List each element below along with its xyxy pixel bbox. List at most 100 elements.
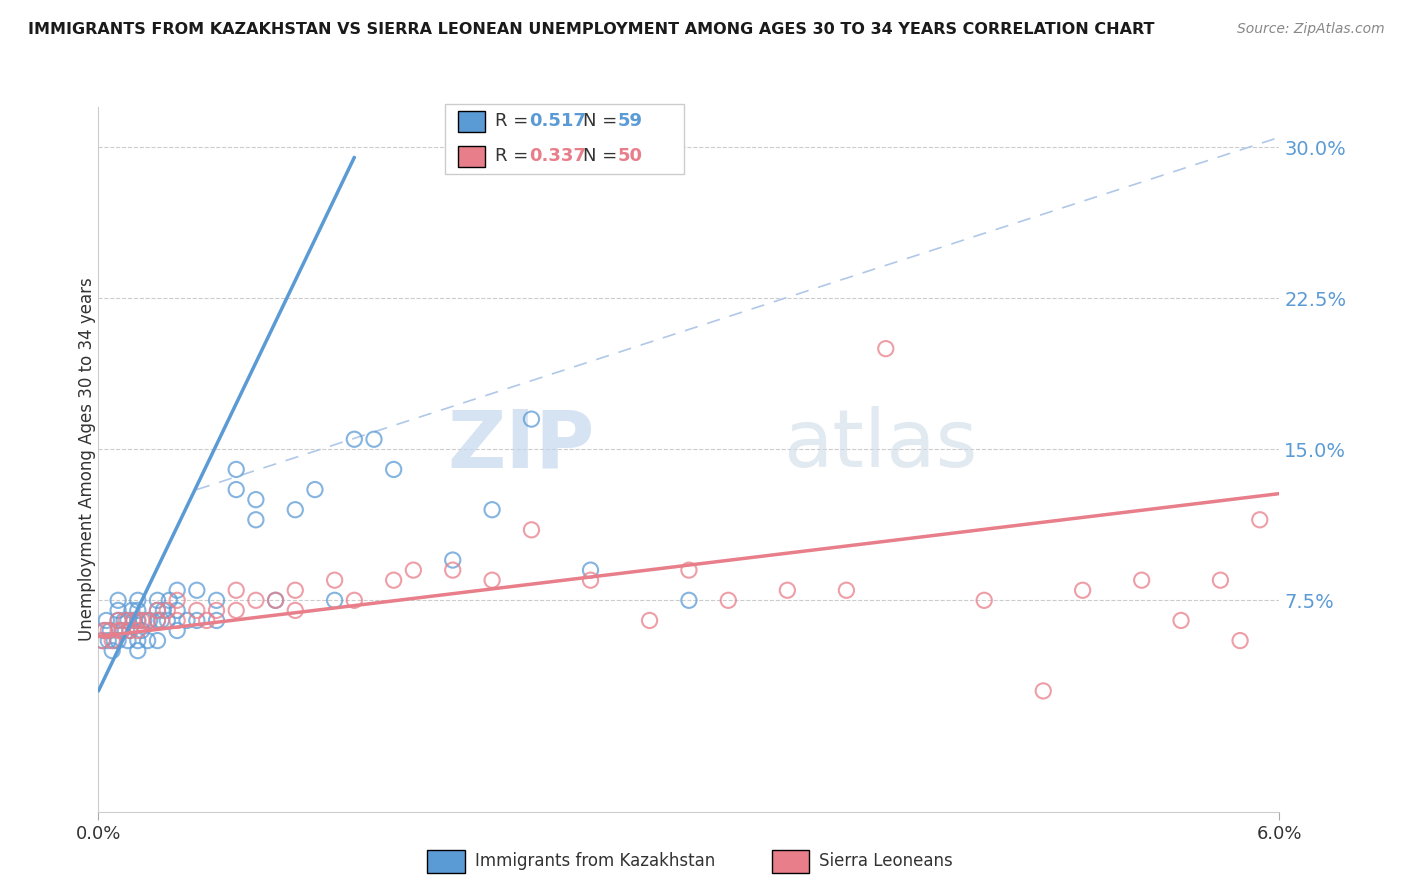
Point bbox=[343, 593, 366, 607]
Point bbox=[157, 593, 180, 607]
Point bbox=[127, 614, 149, 628]
Point bbox=[225, 483, 247, 497]
Point bbox=[127, 643, 149, 657]
Point bbox=[146, 614, 169, 628]
Point bbox=[146, 614, 169, 628]
Point bbox=[166, 614, 188, 628]
Point bbox=[150, 614, 173, 628]
Text: 0.337: 0.337 bbox=[529, 146, 586, 165]
Point bbox=[93, 624, 115, 638]
Point bbox=[122, 614, 145, 628]
Point bbox=[284, 502, 307, 516]
Point bbox=[205, 614, 228, 628]
Text: Sierra Leoneans: Sierra Leoneans bbox=[818, 852, 953, 870]
Point bbox=[107, 603, 129, 617]
Point bbox=[186, 583, 208, 598]
Point bbox=[481, 573, 503, 587]
Point bbox=[245, 593, 267, 607]
Point bbox=[1170, 614, 1192, 628]
Point bbox=[146, 603, 169, 617]
Point bbox=[323, 573, 346, 587]
Point bbox=[115, 614, 138, 628]
Point bbox=[136, 614, 159, 628]
Point bbox=[245, 492, 267, 507]
Text: 0.517: 0.517 bbox=[529, 112, 586, 130]
Point bbox=[91, 633, 114, 648]
Point bbox=[441, 553, 464, 567]
Point bbox=[122, 614, 145, 628]
Point bbox=[1032, 684, 1054, 698]
Point bbox=[138, 614, 160, 628]
FancyBboxPatch shape bbox=[446, 104, 685, 174]
Point bbox=[117, 633, 139, 648]
Point bbox=[111, 624, 134, 638]
Point bbox=[98, 624, 121, 638]
Y-axis label: Unemployment Among Ages 30 to 34 years: Unemployment Among Ages 30 to 34 years bbox=[79, 277, 96, 641]
Point bbox=[118, 624, 141, 638]
FancyBboxPatch shape bbox=[458, 146, 485, 167]
Point bbox=[131, 624, 153, 638]
Point bbox=[152, 603, 174, 617]
Point bbox=[382, 573, 405, 587]
Point bbox=[520, 523, 543, 537]
Point bbox=[323, 593, 346, 607]
Point bbox=[101, 643, 124, 657]
Point bbox=[97, 633, 120, 648]
Point bbox=[96, 614, 118, 628]
Point bbox=[146, 633, 169, 648]
FancyBboxPatch shape bbox=[458, 112, 485, 132]
Point bbox=[103, 633, 125, 648]
Text: ZIP: ZIP bbox=[447, 406, 595, 484]
Point bbox=[717, 593, 740, 607]
Point bbox=[284, 583, 307, 598]
Point bbox=[107, 593, 129, 607]
Point bbox=[284, 603, 307, 617]
Point bbox=[363, 432, 385, 446]
Point bbox=[205, 593, 228, 607]
Point bbox=[117, 614, 139, 628]
Point bbox=[245, 513, 267, 527]
Point bbox=[166, 593, 188, 607]
Point bbox=[136, 633, 159, 648]
Text: N =: N = bbox=[583, 146, 623, 165]
Point bbox=[579, 573, 602, 587]
Point bbox=[441, 563, 464, 577]
Point bbox=[579, 563, 602, 577]
Point bbox=[107, 614, 129, 628]
Point bbox=[176, 614, 198, 628]
Point bbox=[127, 593, 149, 607]
Point bbox=[127, 633, 149, 648]
Point bbox=[166, 624, 188, 638]
Point bbox=[107, 624, 129, 638]
Point bbox=[638, 614, 661, 628]
Point bbox=[402, 563, 425, 577]
Text: 50: 50 bbox=[617, 146, 643, 165]
Point bbox=[225, 583, 247, 598]
Point bbox=[776, 583, 799, 598]
Point bbox=[132, 614, 155, 628]
Point bbox=[101, 633, 124, 648]
Point bbox=[112, 614, 135, 628]
Point bbox=[121, 603, 143, 617]
Point bbox=[166, 603, 188, 617]
Point bbox=[156, 614, 179, 628]
Point bbox=[97, 624, 120, 638]
Point bbox=[481, 502, 503, 516]
Point bbox=[111, 624, 134, 638]
Point bbox=[107, 614, 129, 628]
Point bbox=[973, 593, 995, 607]
Point bbox=[146, 593, 169, 607]
Point bbox=[1071, 583, 1094, 598]
Text: IMMIGRANTS FROM KAZAKHSTAN VS SIERRA LEONEAN UNEMPLOYMENT AMONG AGES 30 TO 34 YE: IMMIGRANTS FROM KAZAKHSTAN VS SIERRA LEO… bbox=[28, 22, 1154, 37]
Point bbox=[264, 593, 287, 607]
Point bbox=[343, 432, 366, 446]
Point bbox=[382, 462, 405, 476]
Point bbox=[186, 603, 208, 617]
FancyBboxPatch shape bbox=[427, 850, 464, 873]
Text: R =: R = bbox=[495, 146, 533, 165]
Point bbox=[127, 624, 149, 638]
Point bbox=[875, 342, 897, 356]
Point bbox=[186, 614, 208, 628]
Point bbox=[131, 614, 153, 628]
Text: Source: ZipAtlas.com: Source: ZipAtlas.com bbox=[1237, 22, 1385, 37]
